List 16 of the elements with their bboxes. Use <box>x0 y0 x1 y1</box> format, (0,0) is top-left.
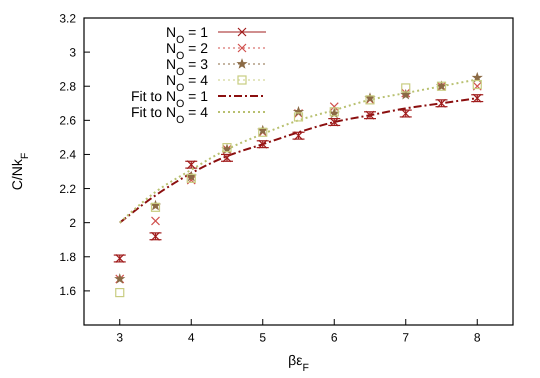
x-tick-label: 3 <box>116 330 124 345</box>
x-tick-label: 8 <box>474 330 481 345</box>
y-tick-label: 2.2 <box>59 182 76 196</box>
x-tick-label: 4 <box>188 330 195 345</box>
y-tick-label: 1.6 <box>59 284 76 298</box>
y-tick-label: 2.4 <box>59 148 76 162</box>
y-tick-label: 2.6 <box>59 114 76 128</box>
x-axis-title: βε$_{F}$ <box>288 352 309 374</box>
y-tick-label: 3 <box>69 45 76 60</box>
y-tick-label: 2.8 <box>59 79 76 94</box>
y-tick-label: 2 <box>69 216 76 230</box>
y-tick-label: 1.8 <box>59 250 76 264</box>
y-tick-label: 3.2 <box>59 11 76 26</box>
x-tick-label: 5 <box>259 330 266 345</box>
x-tick-label: 6 <box>330 330 338 345</box>
x-tick-label: 7 <box>402 330 410 345</box>
